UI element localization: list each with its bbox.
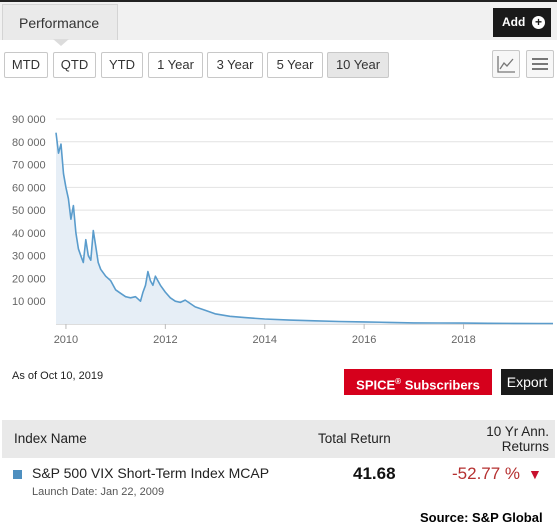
export-button[interactable]: Export <box>501 369 553 395</box>
table-view-button[interactable] <box>526 50 554 78</box>
x-tick-label: 2012 <box>153 334 177 346</box>
as-of-prefix: As of <box>12 370 38 382</box>
col-ann-line1: 10 Yr Ann. <box>486 424 549 439</box>
series-line <box>55 132 553 325</box>
spice-subscribers-button[interactable]: SPICE® Subscribers <box>344 369 492 395</box>
col-10yr-annualized: 10 Yr Ann. Returns <box>454 424 549 454</box>
y-tick-label: 20 000 <box>12 273 46 285</box>
table-header: Index Name Total Return 10 Yr Ann. Retur… <box>2 420 555 458</box>
total-return-value: 41.68 <box>353 464 396 483</box>
period-mtd-button[interactable]: MTD <box>4 52 48 78</box>
x-tick-label: 2014 <box>252 334 276 346</box>
down-triangle-icon: ▼ <box>528 466 542 482</box>
y-tick-label: 80 000 <box>12 137 46 149</box>
period-5year-button[interactable]: 5 Year <box>267 52 323 78</box>
period-label: 1 Year <box>157 57 194 72</box>
y-tick-label: 50 000 <box>12 205 46 217</box>
as-of-value: Oct 10, 2019 <box>40 370 104 382</box>
y-tick-label: 70 000 <box>12 160 46 172</box>
hamburger-menu-icon <box>532 58 548 70</box>
period-label: YTD <box>109 57 135 72</box>
annualized-return-value: -52.77 % <box>452 464 521 483</box>
export-label: Export <box>506 374 548 390</box>
y-tick-label: 10 000 <box>12 296 46 308</box>
plus-circle-icon: + <box>532 16 545 29</box>
col-index-name: Index Name <box>14 431 87 446</box>
y-axis-ticks: 10 000 20 000 30 000 40 000 50 000 60 000 70 0… <box>12 114 46 308</box>
tab-pointer <box>53 39 69 46</box>
index-name[interactable]: S&P 500 VIX Short-Term Index MCAP <box>32 465 270 481</box>
period-label: QTD <box>60 57 89 72</box>
period-qtd-button[interactable]: QTD <box>53 52 96 78</box>
spice-suffix: Subscribers <box>401 377 480 393</box>
col-ann-line2: Returns <box>501 439 549 454</box>
x-axis-ticks: 2010 2012 2014 2016 2018 <box>54 324 476 346</box>
period-1year-button[interactable]: 1 Year <box>148 52 203 78</box>
series-area-fill <box>56 132 553 324</box>
period-label: 3 Year <box>216 57 254 72</box>
chart-grid <box>56 118 553 325</box>
col-total-return: Total Return <box>318 431 391 446</box>
period-label: MTD <box>11 57 41 72</box>
y-tick-label: 40 000 <box>12 228 46 240</box>
line-chart-icon <box>497 56 515 73</box>
performance-tab[interactable]: Performance <box>2 4 118 40</box>
performance-chart: 10 000 20 000 30 000 40 000 50 000 60 000 70 0… <box>12 114 553 346</box>
line-chart-view-button[interactable] <box>492 50 520 78</box>
y-tick-label: 30 000 <box>12 251 46 263</box>
period-3year-button[interactable]: 3 Year <box>207 52 263 78</box>
period-ytd-button[interactable]: YTD <box>101 52 143 78</box>
top-bar: Performance <box>0 0 557 40</box>
add-button-label: Add <box>502 15 526 29</box>
y-tick-label: 60 000 <box>12 182 46 194</box>
source-caption: Source: S&P Global <box>420 510 543 525</box>
period-label: 5 Year <box>276 57 314 72</box>
x-tick-label: 2010 <box>54 334 78 346</box>
add-button[interactable]: Add + <box>493 8 551 37</box>
series-color-swatch <box>13 470 22 479</box>
registered-mark: ® <box>395 377 402 386</box>
as-of-date: As of Oct 10, 2019 <box>12 370 103 382</box>
launch-date: Launch Date: Jan 22, 2009 <box>32 486 165 498</box>
period-label: 10 Year <box>335 57 381 72</box>
y-tick-label: 90 000 <box>12 114 46 126</box>
x-tick-label: 2016 <box>352 334 376 346</box>
period-10year-button[interactable]: 10 Year <box>327 52 389 78</box>
spice-brand: SPICE <box>356 377 396 393</box>
x-tick-label: 2018 <box>451 334 475 346</box>
performance-tab-label: Performance <box>19 15 100 31</box>
